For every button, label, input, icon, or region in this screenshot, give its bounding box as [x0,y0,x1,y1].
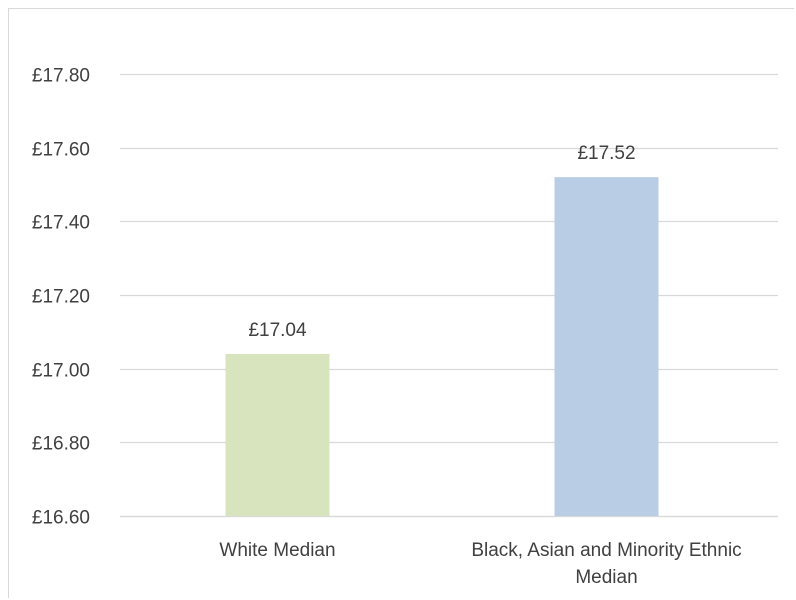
bar [225,353,330,516]
data-label: £17.52 [577,143,635,164]
y-tick-label: £17.80 [32,66,90,87]
y-tick-label: £17.20 [32,287,90,308]
y-tick-label: £17.60 [32,140,90,161]
x-category-label: Black, Asian and Minority Ethnic [471,540,741,561]
y-tick-label: £16.80 [32,434,90,455]
x-axis-category-labels: White Median Black, Asian and Minority Et… [219,540,741,588]
chart-frame [8,8,794,598]
data-label: £17.04 [248,320,307,341]
gridlines [120,73,778,518]
y-tick-label: £17.40 [32,213,90,234]
data-labels: £17.04 £17.52 [248,143,635,341]
bar [554,177,659,516]
x-category-label: Median [575,567,637,588]
y-tick-label: £16.60 [32,508,90,529]
y-axis-tick-labels: £16.60 £16.80 £17.00 £17.20 £17.40 £17.60 £17.… [32,66,90,529]
y-tick-label: £17.00 [32,361,90,382]
bars [225,177,659,516]
x-category-label: White Median [219,540,335,561]
